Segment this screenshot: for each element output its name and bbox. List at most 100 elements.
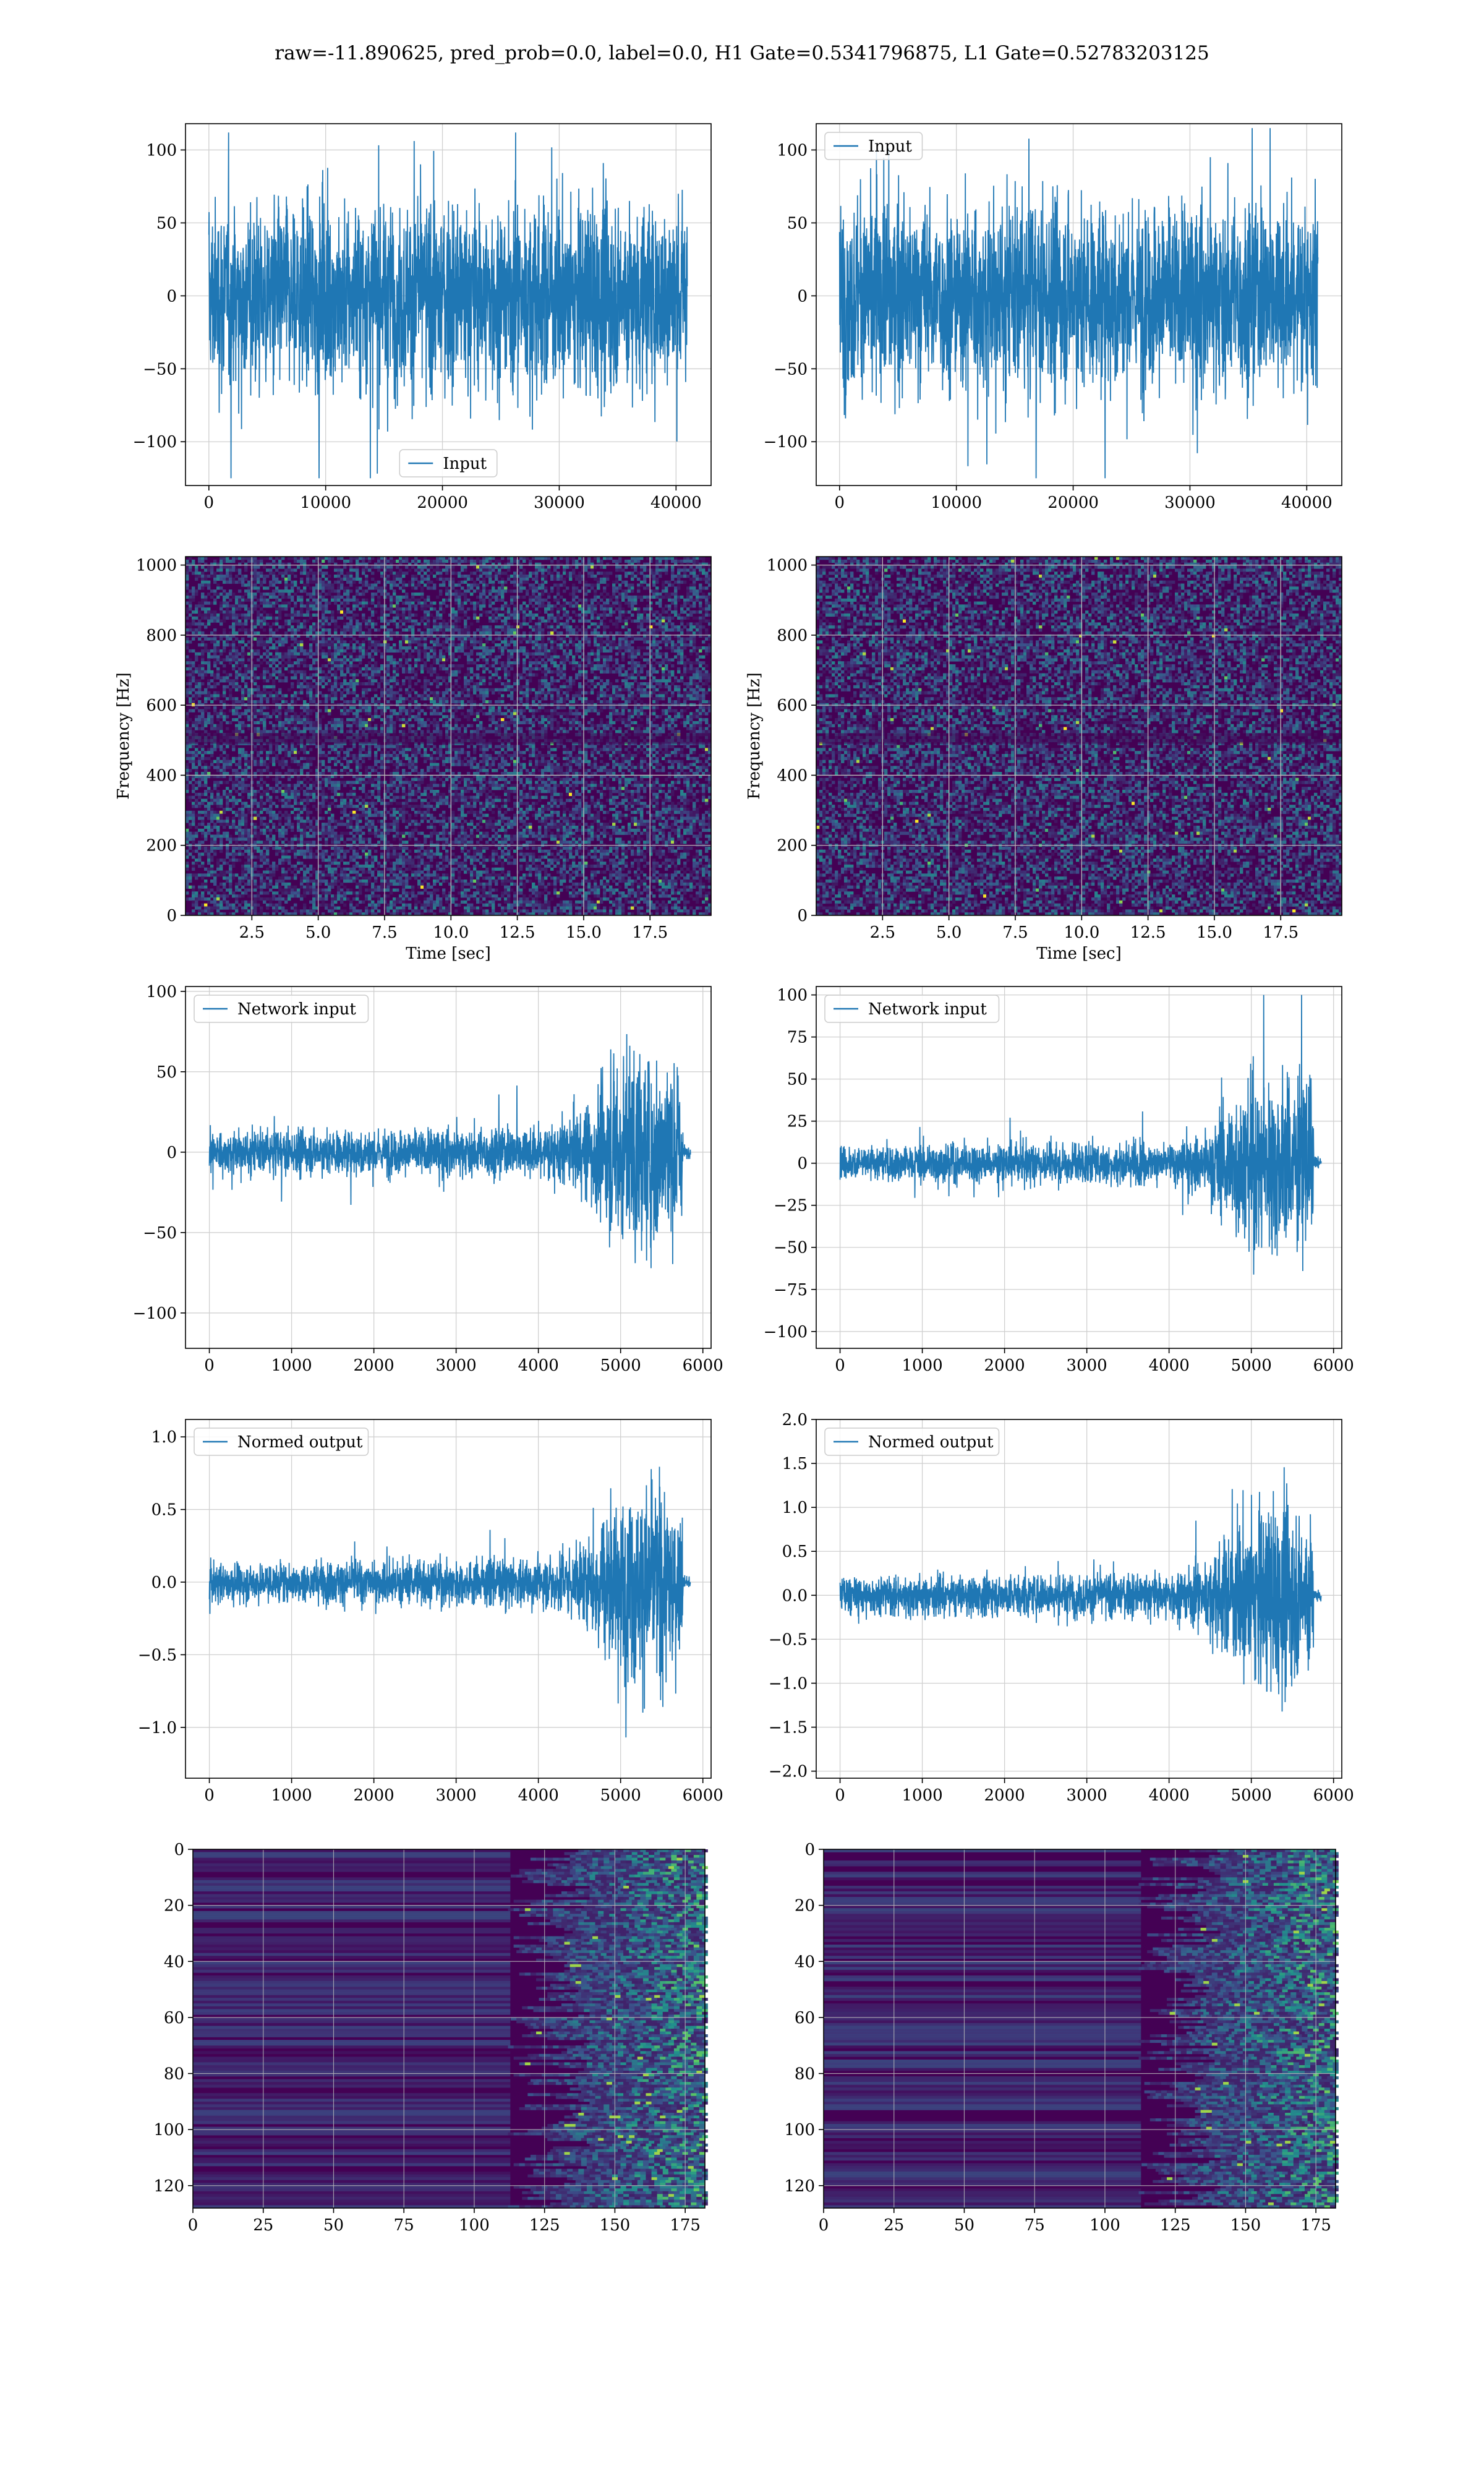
heatmap-cell: [238, 607, 241, 610]
heatmap-cell: [318, 593, 322, 596]
heatmap-cell: [229, 571, 232, 575]
heatmap-cell: [699, 674, 702, 677]
heatmap-cell: [674, 646, 677, 649]
heatmap-cell: [213, 571, 216, 575]
heatmap-cell: [235, 631, 238, 635]
heatmap-cell: [467, 617, 470, 620]
heatmap-cell: [257, 617, 260, 620]
heatmap-cell: [662, 694, 665, 697]
heatmap-cell: [238, 604, 241, 607]
heatmap-cell: [618, 593, 621, 596]
heatmap-cell: [343, 604, 346, 607]
heatmap-cell: [683, 661, 686, 664]
heatmap-cell: [544, 656, 547, 659]
heatmap-cell: [665, 691, 668, 695]
heatmap-cell: [414, 593, 417, 596]
heatmap-cell: [216, 568, 220, 571]
heatmap-cell: [260, 694, 263, 697]
heatmap-cell: [686, 617, 689, 620]
heatmap-cell: [300, 670, 303, 674]
heatmap-cell: [699, 656, 702, 659]
heatmap-cell: [352, 581, 356, 584]
heatmap-cell: [476, 667, 479, 670]
heatmap-cell: [309, 571, 312, 575]
heatmap-cell: [538, 694, 541, 697]
heatmap-cell: [195, 589, 198, 593]
heatmap-cell: [288, 622, 291, 625]
heatmap-cell: [229, 682, 232, 685]
heatmap-cell: [417, 667, 420, 670]
heatmap-cell: [693, 586, 696, 589]
heatmap-cell: [572, 694, 575, 697]
heatmap-cell: [411, 670, 414, 674]
heatmap-cell: [328, 622, 331, 625]
heatmap-cell: [411, 566, 414, 569]
heatmap-cell: [689, 664, 693, 667]
heatmap-cell: [201, 607, 204, 610]
heatmap-cell: [334, 682, 337, 685]
heatmap-cell: [470, 694, 473, 697]
heatmap-cell: [254, 593, 257, 596]
heatmap-cell: [454, 670, 458, 674]
heatmap-cell: [541, 617, 544, 620]
heatmap-cell: [556, 631, 560, 635]
heatmap-cell: [467, 631, 470, 635]
heatmap-cell: [254, 566, 257, 569]
heatmap-cell: [578, 691, 581, 695]
heatmap-cell: [581, 670, 584, 674]
heatmap-cell: [538, 649, 541, 653]
heatmap-cell: [186, 602, 189, 605]
heatmap-cell: [526, 674, 529, 677]
heatmap-cell: [192, 622, 195, 625]
heatmap-cell: [309, 664, 312, 667]
heatmap-cell: [186, 575, 189, 578]
heatmap-cell: [325, 658, 328, 661]
heatmap-cell: [368, 640, 371, 643]
heatmap-cell: [393, 571, 396, 575]
heatmap-cell: [192, 596, 195, 599]
heatmap-cell: [680, 596, 683, 599]
heatmap-cell: [424, 691, 427, 695]
heatmap-cell: [458, 593, 461, 596]
heatmap-cell: [488, 617, 492, 620]
heatmap-cell: [433, 620, 436, 623]
heatmap-cell: [195, 568, 198, 571]
heatmap-cell: [356, 568, 359, 571]
heatmap-cell: [461, 688, 464, 691]
heatmap-cell: [541, 575, 544, 578]
heatmap-cell: [563, 614, 566, 617]
heatmap-cell: [297, 661, 300, 664]
heatmap-cell: [652, 667, 655, 670]
heatmap-cell: [238, 628, 241, 631]
heatmap-cell: [402, 653, 405, 656]
heatmap-cell: [331, 685, 334, 688]
heatmap-cell: [244, 628, 247, 631]
heatmap-cell: [529, 625, 532, 628]
heatmap-cell: [424, 638, 427, 641]
heatmap-cell: [668, 658, 671, 661]
heatmap-cell: [386, 578, 390, 581]
heatmap-cell: [352, 628, 356, 631]
heatmap-cell: [442, 625, 445, 628]
heatmap-cell: [572, 560, 575, 563]
heatmap-cell: [578, 617, 581, 620]
heatmap-cell: [566, 610, 569, 614]
heatmap-cell: [699, 568, 702, 571]
heatmap-cell: [322, 628, 325, 631]
heatmap-cell: [442, 676, 445, 679]
heatmap-cell: [482, 593, 485, 596]
y-tick-label: 0: [797, 287, 808, 306]
heatmap-cell: [386, 620, 390, 623]
heatmap-cell: [297, 658, 300, 661]
heatmap-cell: [634, 602, 637, 605]
heatmap-cell: [241, 617, 244, 620]
heatmap-cell: [402, 584, 405, 587]
heatmap-cell: [668, 584, 671, 587]
x-tick-label: 10000: [300, 494, 351, 512]
heatmap-cell: [204, 688, 207, 691]
heatmap-cell: [322, 643, 325, 646]
heatmap-cell: [300, 688, 303, 691]
heatmap-cell: [192, 617, 195, 620]
heatmap-cell: [615, 607, 618, 610]
heatmap-cell: [393, 661, 396, 664]
